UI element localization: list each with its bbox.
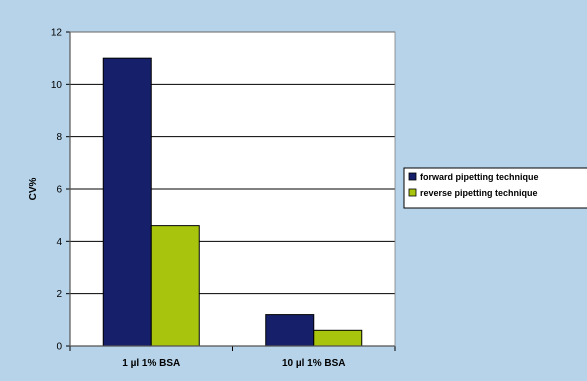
y-tick-label: 2 [56,289,62,300]
legend-box [403,167,587,209]
bar [265,314,315,347]
bar [150,225,200,347]
legend-label: forward pipetting technique [420,172,539,182]
legend: forward pipetting technique reverse pipet… [403,167,587,209]
y-tick-label: 8 [56,132,62,143]
x-category-label: 1 µl 1% BSA [122,358,180,369]
bar [313,329,363,347]
y-tick-label: 0 [56,342,62,353]
legend-label: reverse pipetting technique [420,188,538,198]
y-axis-title: CV% [28,178,39,201]
x-category-label: 10 µl 1% BSA [282,358,346,369]
y-tick-label: 10 [51,80,63,91]
y-tick-label: 6 [56,185,62,196]
bar [102,57,152,347]
bars [102,57,363,347]
plot-border [69,31,396,347]
y-tick-label: 12 [51,28,63,39]
y-tick-label: 4 [56,237,62,248]
legend-swatch [408,188,417,197]
legend-swatch [408,172,417,181]
axes: 0 2 4 6 8 10 12 1 µl 1% BSA 10 µl 1% BSA [51,28,396,369]
